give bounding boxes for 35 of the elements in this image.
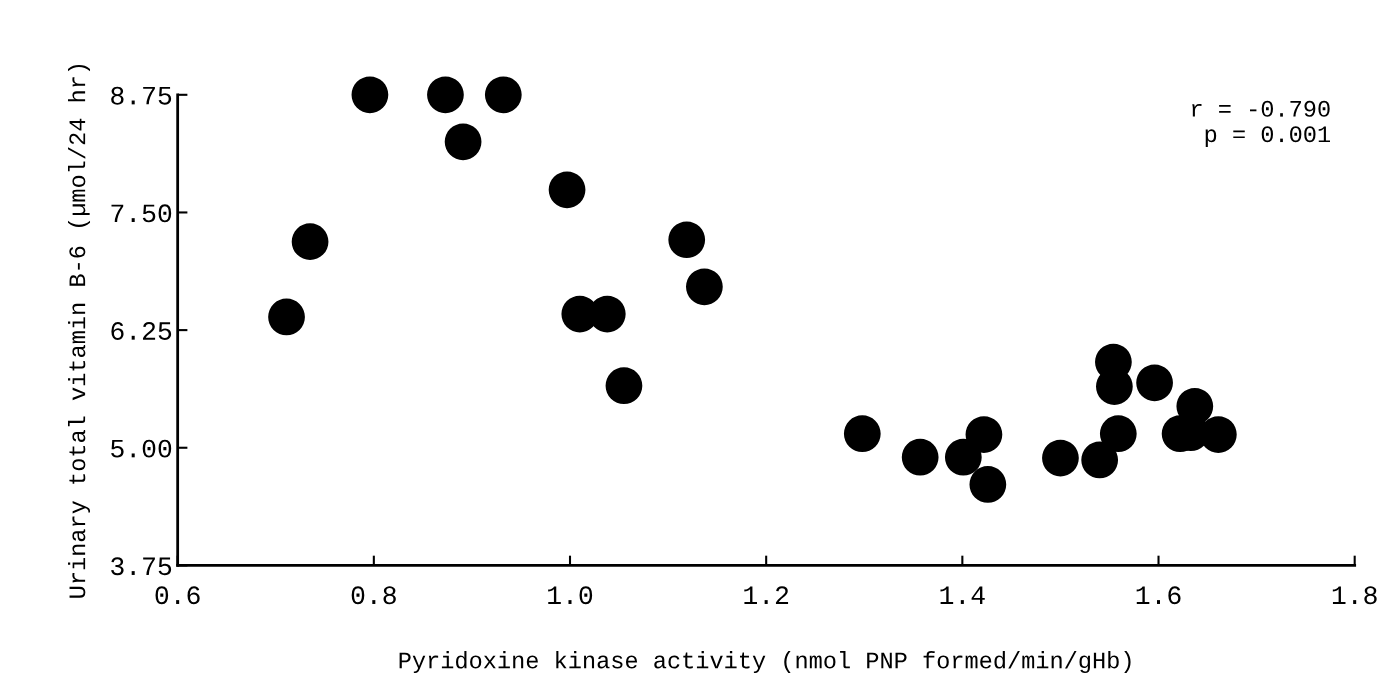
point <box>969 466 1007 503</box>
x-tick-label: 0.6 <box>155 586 200 605</box>
point <box>686 268 723 306</box>
y-tick-label: 7.50 <box>111 204 172 223</box>
x-tick-label: 1.6 <box>1136 586 1181 605</box>
y-tick-label: 3.75 <box>111 557 172 576</box>
y-tick-label: 6.25 <box>111 322 172 340</box>
point <box>351 76 389 114</box>
x-tick-label: 1.0 <box>548 586 593 605</box>
annotation: r = -0.790 p = 0.001 <box>1192 100 1330 147</box>
point <box>1042 439 1079 477</box>
y-axis-title: Urinary total vitamin B-6 (µmol/24 hr) <box>68 64 91 598</box>
point <box>965 416 1003 453</box>
point <box>901 438 939 476</box>
point <box>843 415 881 453</box>
point <box>268 298 305 336</box>
point <box>944 438 982 476</box>
point <box>1176 387 1214 425</box>
point <box>605 367 643 405</box>
point <box>1099 415 1137 453</box>
x-tick-label: 1.2 <box>744 586 789 604</box>
point <box>291 223 329 261</box>
point <box>444 123 482 161</box>
point <box>427 76 464 114</box>
x-tick-label: 1.8 <box>1332 586 1377 605</box>
x-tick-label: 0.8 <box>351 586 396 605</box>
point <box>484 76 522 114</box>
point <box>668 221 706 259</box>
x-axis-title: Pyridoxine kinase activity (nmol PNP formed/min/gHb) <box>399 651 1131 674</box>
point <box>1136 364 1173 402</box>
x-tick-label: 1.4 <box>940 586 985 604</box>
y-tick-label: 5.00 <box>111 439 172 458</box>
point <box>548 171 586 209</box>
y-tick-label: 8.75 <box>111 86 172 105</box>
point <box>1081 441 1119 479</box>
